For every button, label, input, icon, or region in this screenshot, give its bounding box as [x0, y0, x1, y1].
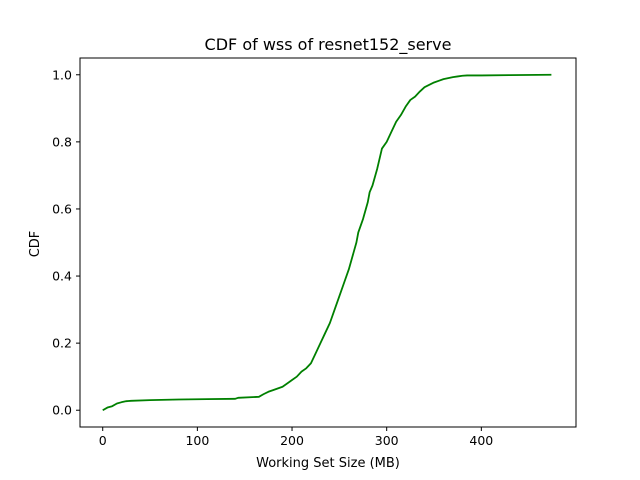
- plot-frame: [79, 57, 577, 428]
- y-tick-label: 0.8: [52, 134, 72, 149]
- x-tick-label: 200: [280, 433, 304, 448]
- x-tick-label: 300: [375, 433, 399, 448]
- y-tick-label: 0.6: [52, 201, 72, 216]
- chart-title: CDF of wss of resnet152_serve: [205, 35, 452, 55]
- x-axis-label: Working Set Size (MB): [256, 456, 400, 471]
- y-axis-label: CDF: [28, 231, 43, 258]
- y-tick-label: 0.4: [52, 269, 72, 284]
- y-tick-label: 0.0: [52, 403, 72, 418]
- y-tick-label: 1.0: [52, 67, 72, 82]
- y-tick-label: 0.2: [52, 336, 72, 351]
- series-line-0: [102, 73, 552, 412]
- x-tick-label: 0: [99, 433, 107, 448]
- x-tick-label: 400: [469, 433, 493, 448]
- x-tick-label: 100: [185, 433, 209, 448]
